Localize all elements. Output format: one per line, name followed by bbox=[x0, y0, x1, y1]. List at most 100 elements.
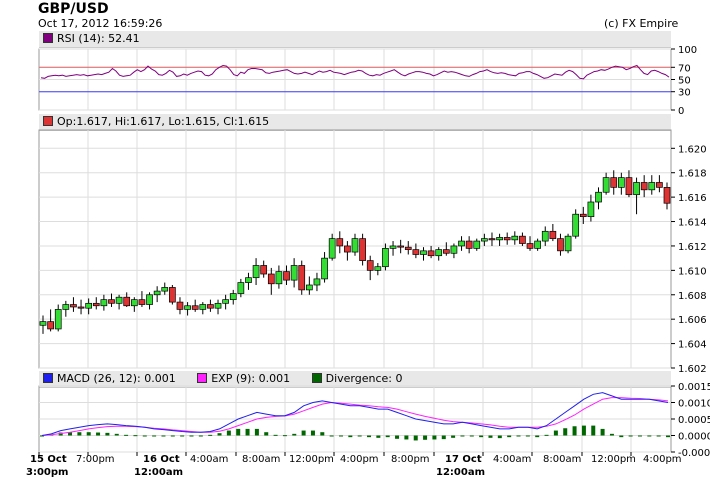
candle-body bbox=[108, 299, 115, 304]
divergence-bar bbox=[301, 430, 306, 436]
divergence-bar bbox=[40, 435, 44, 437]
candle-body bbox=[481, 238, 488, 242]
candle-body bbox=[473, 240, 481, 249]
divergence-bar bbox=[488, 435, 493, 438]
candle-body bbox=[640, 182, 648, 191]
divergence-bar bbox=[114, 433, 119, 436]
price-tick-label: 1.608 bbox=[678, 291, 707, 302]
divergence-legend-item: Divergence: 0 bbox=[308, 371, 403, 387]
candle-body bbox=[245, 277, 252, 283]
divergence-bar bbox=[264, 432, 269, 436]
divergence-bar bbox=[161, 435, 166, 437]
divergence-bar bbox=[507, 435, 512, 438]
divergence-bar bbox=[451, 435, 456, 438]
candle-body bbox=[138, 299, 146, 305]
divergence-bar bbox=[656, 435, 661, 437]
candle-body bbox=[382, 248, 389, 268]
candle-body bbox=[458, 240, 465, 247]
candle-body bbox=[344, 245, 351, 253]
candle-body bbox=[169, 287, 176, 303]
x-label-4pm-16: 4:00pm bbox=[340, 454, 379, 465]
price-tick-label: 1.620 bbox=[678, 144, 707, 155]
divergence-bar bbox=[423, 435, 428, 440]
candle-body bbox=[587, 201, 595, 218]
divergence-bar bbox=[469, 435, 474, 437]
divergence-swatch bbox=[311, 373, 322, 383]
divergence-bar bbox=[142, 435, 147, 437]
x-label-17oct: 17 Oct bbox=[445, 454, 482, 465]
divergence-bar bbox=[572, 426, 577, 436]
divergence-bar bbox=[348, 435, 353, 438]
candle-body bbox=[412, 249, 420, 255]
rsi-swatch bbox=[43, 33, 53, 43]
candle-body bbox=[275, 271, 283, 285]
divergence-bar bbox=[292, 433, 297, 436]
divergence-bar bbox=[460, 435, 465, 437]
candle-body bbox=[351, 238, 359, 253]
divergence-bar bbox=[338, 435, 343, 437]
divergence-bar bbox=[404, 435, 409, 440]
candle-body bbox=[100, 299, 108, 307]
divergence-bar bbox=[189, 435, 194, 437]
divergence-bar bbox=[86, 432, 91, 436]
signal-legend-item: EXP (9): 0.001 bbox=[193, 371, 290, 387]
candle-body bbox=[222, 299, 229, 304]
candle-body bbox=[465, 240, 473, 249]
candle-body bbox=[313, 278, 321, 286]
divergence-bar bbox=[497, 435, 502, 439]
candle-body bbox=[39, 321, 47, 326]
divergence-bar bbox=[553, 430, 558, 436]
x-label-3pm: 3:00pm bbox=[26, 467, 69, 478]
divergence-bar bbox=[208, 434, 213, 436]
price-tick-label: 1.602 bbox=[678, 364, 707, 375]
candle-body bbox=[397, 245, 405, 248]
candle-body bbox=[663, 187, 671, 204]
candle-body bbox=[420, 250, 427, 255]
divergence-bar bbox=[226, 430, 231, 436]
macd-tick-label: 0.0005 bbox=[678, 415, 710, 426]
x-label-7pm: 7:00pm bbox=[76, 454, 115, 465]
divergence-bar bbox=[581, 425, 586, 436]
divergence-bar bbox=[77, 432, 82, 436]
divergence-bar bbox=[619, 435, 624, 438]
divergence-bar bbox=[563, 428, 568, 436]
candle-body bbox=[526, 243, 534, 249]
price-tick-label: 1.612 bbox=[678, 242, 707, 253]
candle-body bbox=[184, 305, 191, 310]
divergence-bar bbox=[58, 432, 63, 436]
candle-body bbox=[579, 213, 587, 218]
candle-body bbox=[602, 177, 610, 193]
divergence-bar bbox=[367, 435, 372, 438]
x-label-4am-16: 4:00am bbox=[190, 454, 229, 465]
x-label-12am-16: 12:00am bbox=[134, 467, 183, 478]
price-tick-label: 1.604 bbox=[678, 340, 707, 351]
rsi-legend-text: RSI (14): 52.41 bbox=[57, 32, 140, 45]
divergence-bar bbox=[329, 435, 334, 437]
candle-body bbox=[656, 182, 663, 188]
divergence-bar bbox=[535, 435, 540, 438]
candle-body bbox=[595, 191, 602, 203]
macd-tick-label: 0.0010 bbox=[678, 399, 710, 410]
macd-swatch bbox=[43, 373, 53, 383]
price-tick-label: 1.606 bbox=[678, 315, 707, 326]
divergence-bar bbox=[413, 435, 418, 441]
credit-text: (c) FX Empire bbox=[604, 17, 679, 30]
candle-body bbox=[161, 287, 169, 292]
candle-body bbox=[54, 309, 62, 330]
candle-body bbox=[229, 293, 237, 301]
divergence-bar bbox=[525, 435, 530, 437]
divergence-bar bbox=[479, 435, 484, 438]
divergence-bar bbox=[124, 434, 129, 436]
signal-swatch bbox=[197, 373, 208, 383]
candle-body bbox=[366, 260, 374, 271]
x-label-15oct: 15 Oct bbox=[30, 454, 67, 465]
divergence-bar bbox=[245, 428, 250, 436]
divergence-bar bbox=[544, 434, 549, 436]
rsi-tick-label: 0 bbox=[678, 106, 684, 117]
x-label-16oct: 16 Oct bbox=[143, 454, 180, 465]
macd-tick-label: 0.0000 bbox=[678, 432, 710, 443]
candle-body bbox=[359, 238, 366, 261]
divergence-bar bbox=[385, 435, 390, 438]
rsi-tick-label: 50 bbox=[678, 76, 691, 87]
